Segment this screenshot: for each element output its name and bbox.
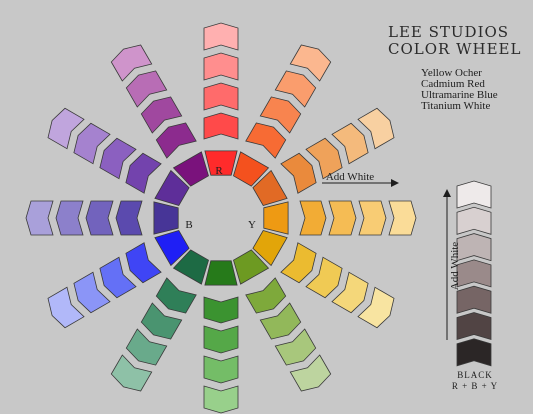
paint-titanium-white: Titanium White xyxy=(421,100,491,112)
primary-label-r: R xyxy=(215,165,223,177)
swatch-spoke-2-tint-1 xyxy=(280,152,317,194)
swatch-spoke-1-tint-4 xyxy=(289,44,332,82)
value-swatch-3 xyxy=(456,259,492,288)
swatch-spoke-2-tint-4 xyxy=(357,107,395,150)
swatch-spoke-3-tint-1 xyxy=(299,200,327,236)
swatch-spoke-3-tint-2 xyxy=(328,200,357,236)
swatch-spoke-7-tint-3 xyxy=(125,328,168,366)
add-white-label: Add White xyxy=(326,171,374,183)
value-swatch-0 xyxy=(456,180,492,209)
swatch-spoke-4-tint-3 xyxy=(331,271,369,314)
paint-yellow-ocher: Yellow Ocher xyxy=(421,67,482,79)
value-scale-label: Add White xyxy=(449,241,462,291)
swatch-spoke-9-tint-0 xyxy=(153,201,179,235)
swatch-spoke-9-tint-1 xyxy=(115,200,143,236)
swatch-spoke-10-tint-2 xyxy=(99,137,137,180)
swatch-spoke-10-tint-1 xyxy=(125,152,162,194)
swatch-spoke-5-tint-2 xyxy=(259,302,302,340)
swatch-spoke-6-tint-3 xyxy=(203,355,239,384)
swatch-spoke-8-tint-4 xyxy=(47,286,85,329)
swatch-spoke-5-tint-0 xyxy=(233,249,270,285)
swatch-spoke-11-tint-1 xyxy=(155,122,197,159)
swatch-spoke-3-tint-0 xyxy=(263,201,289,235)
swatch-spoke-3-tint-4 xyxy=(388,200,417,236)
swatch-spoke-10-tint-3 xyxy=(73,122,111,165)
value-swatch-1 xyxy=(456,206,492,235)
value-scale xyxy=(456,180,492,367)
swatch-spoke-11-tint-3 xyxy=(125,70,168,108)
swatch-spoke-1-tint-2 xyxy=(259,96,302,134)
swatch-spoke-6-tint-0 xyxy=(204,260,238,286)
swatch-spoke-8-tint-1 xyxy=(125,242,162,284)
title-line-1: LEE STUDIOS xyxy=(388,23,510,41)
swatch-spoke-1-tint-0 xyxy=(233,151,270,187)
swatch-spoke-9-tint-3 xyxy=(55,200,84,236)
paint-ultramarine-blue: Ultramarine Blue xyxy=(421,89,498,101)
swatch-spoke-5-tint-3 xyxy=(274,328,317,366)
swatch-spoke-11-tint-2 xyxy=(140,96,183,134)
swatch-spoke-9-tint-4 xyxy=(25,200,54,236)
swatch-spoke-0-tint-3 xyxy=(203,52,239,81)
swatch-spoke-5-tint-1 xyxy=(245,277,287,314)
swatch-spoke-8-tint-2 xyxy=(99,256,137,299)
black-label: BLACK R + B + Y xyxy=(445,370,505,392)
swatch-spoke-4-tint-0 xyxy=(252,230,288,267)
paint-cadmium-red: Cadmium Red xyxy=(421,78,485,90)
swatch-spoke-7-tint-2 xyxy=(140,302,183,340)
swatch-spoke-2-tint-3 xyxy=(331,122,369,165)
paint-list: Yellow Ocher Cadmium Red Ultramarine Blu… xyxy=(421,68,498,112)
swatch-spoke-7-tint-4 xyxy=(110,354,153,392)
swatch-spoke-9-tint-2 xyxy=(85,200,114,236)
swatch-spoke-7-tint-1 xyxy=(155,277,197,314)
swatch-spoke-8-tint-0 xyxy=(154,230,190,267)
swatch-spoke-8-tint-3 xyxy=(73,271,111,314)
swatch-spoke-1-tint-3 xyxy=(274,70,317,108)
title-line-2: COLOR WHEEL xyxy=(388,40,522,58)
swatch-spoke-0-tint-2 xyxy=(203,82,239,111)
primary-label-b: B xyxy=(185,219,192,231)
swatch-spoke-11-tint-0 xyxy=(172,151,209,187)
black-label-title: BLACK xyxy=(457,370,493,380)
value-swatch-5 xyxy=(456,312,492,341)
title-block: LEE STUDIOS COLOR WHEEL xyxy=(388,24,528,58)
swatch-spoke-0-tint-0 xyxy=(204,150,238,176)
swatch-spoke-10-tint-0 xyxy=(154,169,190,206)
swatch-spoke-0-tint-4 xyxy=(203,22,239,51)
value-swatch-2 xyxy=(456,233,492,262)
wheel-spokes xyxy=(25,22,417,414)
swatch-spoke-4-tint-4 xyxy=(357,286,395,329)
swatch-spoke-3-tint-3 xyxy=(358,200,387,236)
swatch-spoke-6-tint-2 xyxy=(203,325,239,354)
swatch-spoke-6-tint-1 xyxy=(203,296,239,324)
swatch-spoke-4-tint-2 xyxy=(305,256,343,299)
value-swatch-6 xyxy=(456,338,492,367)
swatch-spoke-7-tint-0 xyxy=(172,249,209,285)
swatch-spoke-11-tint-4 xyxy=(110,44,153,82)
swatch-spoke-5-tint-4 xyxy=(289,354,332,392)
swatch-spoke-2-tint-2 xyxy=(305,137,343,180)
swatch-spoke-4-tint-1 xyxy=(280,242,317,284)
swatch-spoke-1-tint-1 xyxy=(245,122,287,159)
swatch-spoke-0-tint-1 xyxy=(203,112,239,140)
black-label-formula: R + B + Y xyxy=(451,381,499,391)
swatch-spoke-2-tint-0 xyxy=(252,169,288,206)
swatch-spoke-10-tint-4 xyxy=(47,107,85,150)
swatch-spoke-6-tint-4 xyxy=(203,385,239,414)
primary-label-y: Y xyxy=(248,219,256,231)
value-swatch-4 xyxy=(456,285,492,314)
